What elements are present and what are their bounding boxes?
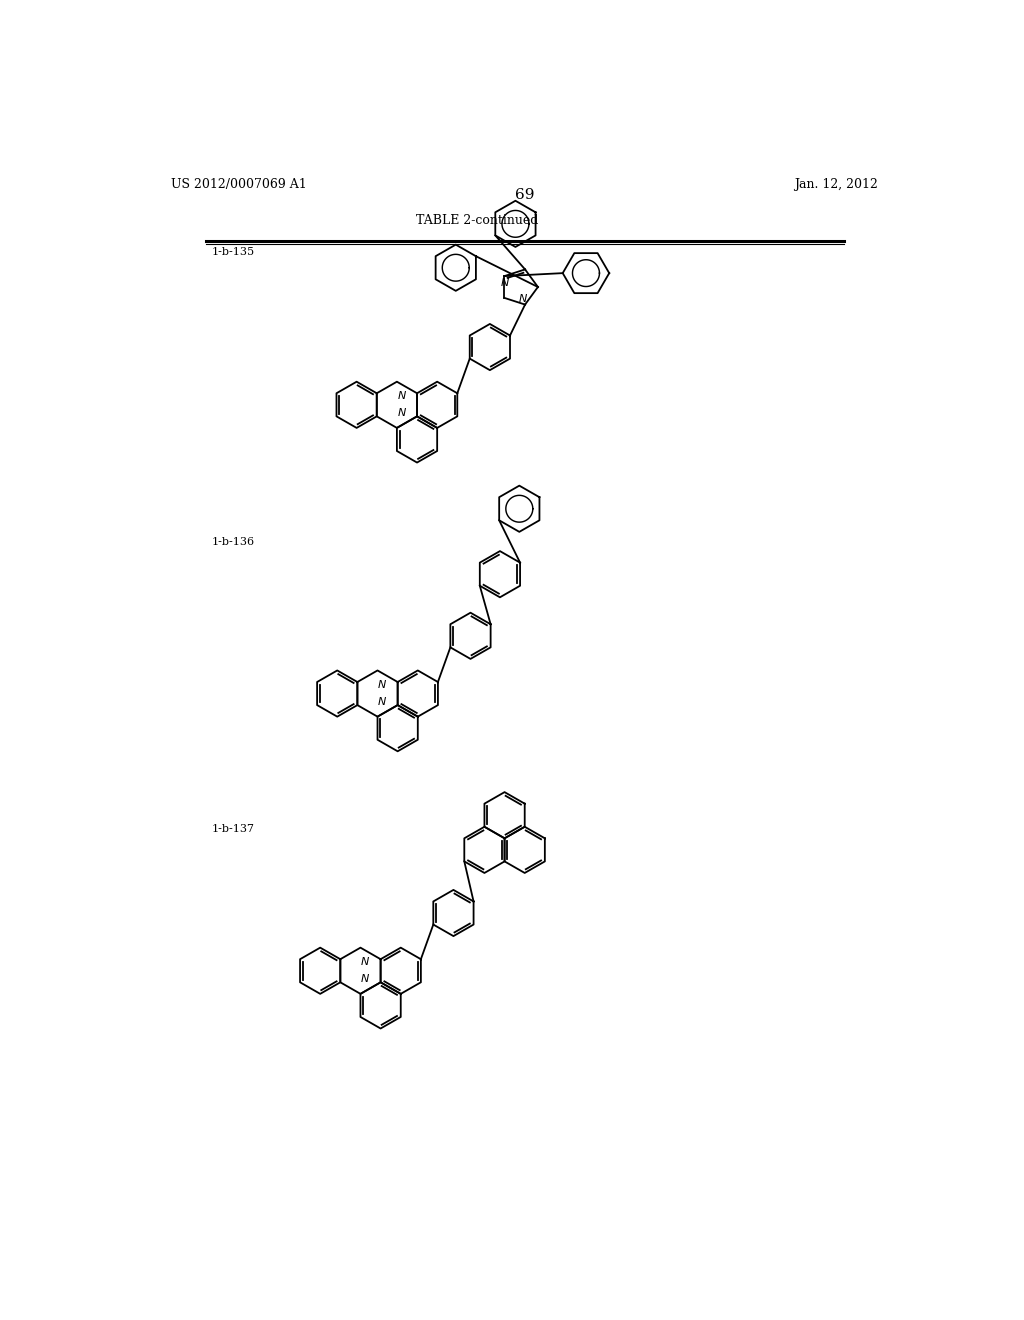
Text: 69: 69 <box>515 187 535 202</box>
Text: N: N <box>360 957 370 968</box>
Text: N: N <box>397 408 406 418</box>
Text: 1-b-136: 1-b-136 <box>212 537 255 548</box>
Text: N: N <box>501 279 510 288</box>
Text: 1-b-137: 1-b-137 <box>212 825 255 834</box>
Text: US 2012/0007069 A1: US 2012/0007069 A1 <box>171 178 306 190</box>
Text: N: N <box>397 391 406 401</box>
Text: N: N <box>360 974 370 985</box>
Text: N: N <box>378 697 386 708</box>
Text: 1-b-135: 1-b-135 <box>212 247 255 257</box>
Text: TABLE 2-continued: TABLE 2-continued <box>416 214 538 227</box>
Text: N: N <box>519 294 527 305</box>
Text: Jan. 12, 2012: Jan. 12, 2012 <box>795 178 879 190</box>
Text: N: N <box>378 680 386 690</box>
